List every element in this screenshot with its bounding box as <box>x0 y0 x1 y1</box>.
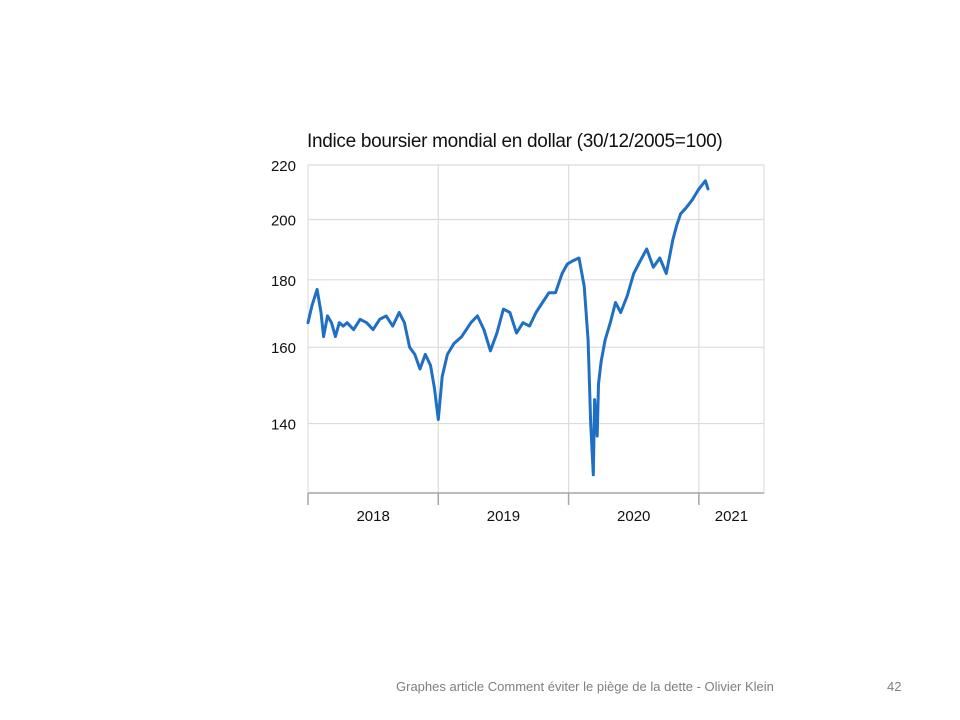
series-layer <box>306 179 710 477</box>
slide-footer: Graphes article Comment éviter le piège … <box>396 679 774 694</box>
y-tick-label: 140 <box>271 417 296 434</box>
y-tick-label: 180 <box>271 273 296 290</box>
chart-title: Indice boursier mondial en dollar (30/12… <box>307 131 723 152</box>
x-tick-label: 2020 <box>617 508 650 525</box>
x-tick-label: 2018 <box>356 508 389 525</box>
series-line <box>306 179 710 477</box>
plot-area <box>307 164 765 494</box>
axes: 140 160 180 200 220 2018 2019 2020 2021 <box>271 158 764 525</box>
page-number: 42 <box>887 679 902 694</box>
y-tick-label: 220 <box>271 158 296 175</box>
x-tick-label: 2019 <box>487 508 520 525</box>
grid-lines <box>308 164 764 493</box>
y-tick-label: 160 <box>271 340 296 357</box>
y-tick-label: 200 <box>271 213 296 230</box>
x-tick-label: 2021 <box>715 508 748 525</box>
